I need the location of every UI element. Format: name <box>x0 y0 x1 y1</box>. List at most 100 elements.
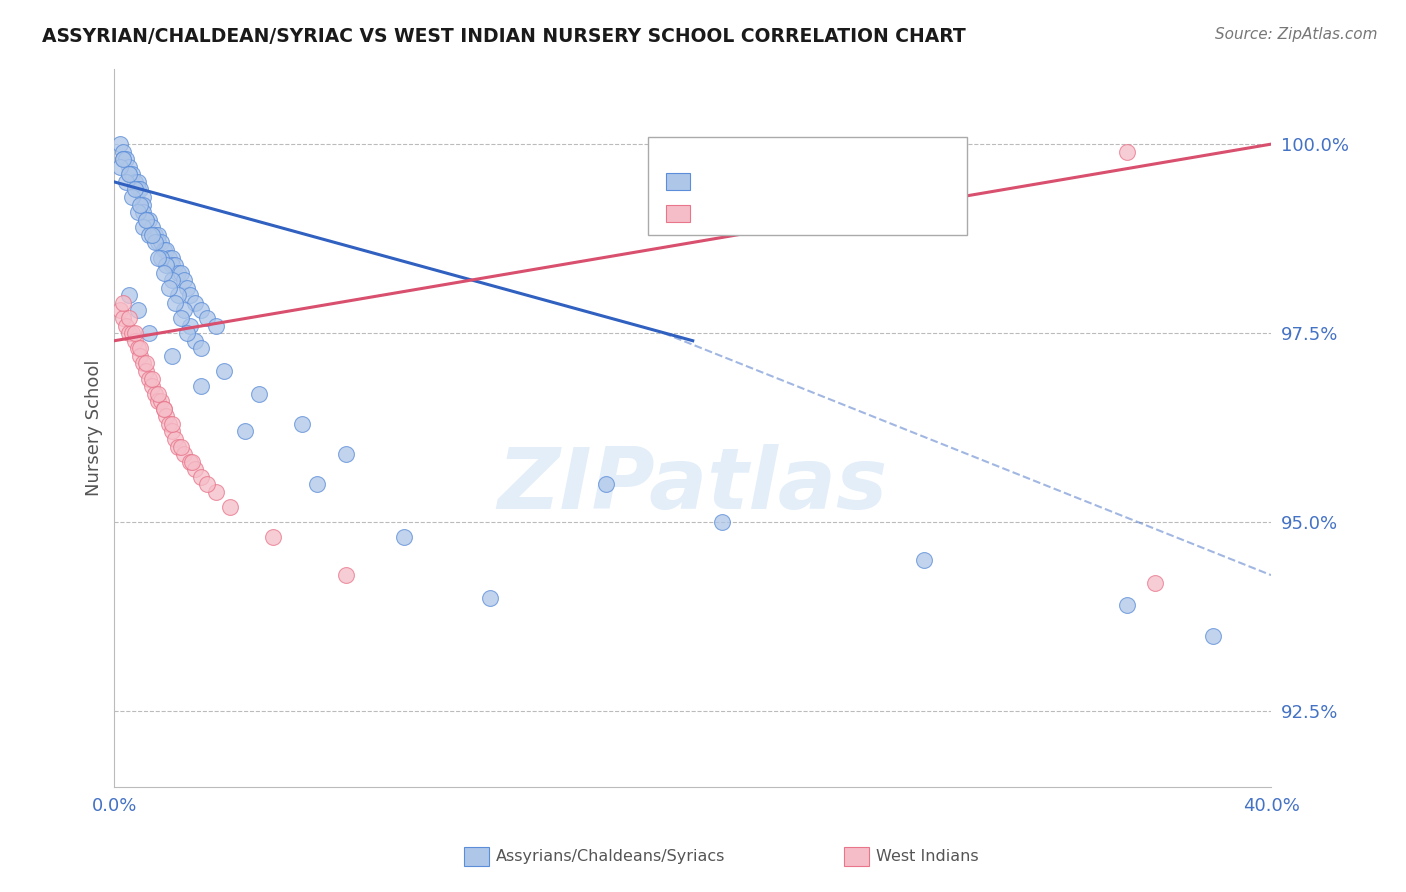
Point <box>149 235 172 250</box>
Point <box>1202 629 1225 643</box>
Point <box>184 462 207 476</box>
Point <box>108 137 131 152</box>
Point <box>167 266 190 280</box>
Point <box>190 303 212 318</box>
Point <box>138 371 160 385</box>
Point <box>112 311 135 326</box>
Point <box>291 417 314 431</box>
Point <box>335 447 357 461</box>
Point <box>162 273 184 287</box>
Point <box>118 288 141 302</box>
Y-axis label: Nursery School: Nursery School <box>86 359 103 496</box>
Point <box>115 175 138 189</box>
Point <box>129 182 152 196</box>
Point <box>305 477 328 491</box>
Point <box>132 356 155 370</box>
Point <box>121 190 143 204</box>
Point <box>143 235 166 250</box>
Point <box>146 394 169 409</box>
Point <box>127 205 149 219</box>
Point <box>115 318 138 333</box>
Point <box>176 281 198 295</box>
Point <box>141 227 163 242</box>
Point <box>127 303 149 318</box>
Point <box>135 364 157 378</box>
Point <box>162 417 184 431</box>
Point <box>112 153 135 167</box>
Point <box>143 386 166 401</box>
Point <box>124 175 146 189</box>
Point <box>335 568 357 582</box>
Point <box>132 197 155 211</box>
Point <box>146 235 169 250</box>
Text: 44: 44 <box>794 204 818 222</box>
Text: West Indians: West Indians <box>876 849 979 863</box>
Text: R =  0.312: R = 0.312 <box>696 204 789 222</box>
Point <box>141 379 163 393</box>
Point <box>179 455 201 469</box>
Point <box>124 182 146 196</box>
Point <box>141 371 163 385</box>
Point <box>129 349 152 363</box>
Point <box>146 386 169 401</box>
Point <box>170 311 193 326</box>
Point <box>195 477 218 491</box>
Point <box>190 379 212 393</box>
Point <box>162 425 184 439</box>
Point <box>132 205 155 219</box>
Point <box>204 318 226 333</box>
Point <box>149 394 172 409</box>
Point <box>141 220 163 235</box>
Point <box>135 356 157 370</box>
Point <box>152 401 174 416</box>
Point <box>112 296 135 310</box>
Point <box>127 341 149 355</box>
Text: ASSYRIAN/CHALDEAN/SYRIAC VS WEST INDIAN NURSERY SCHOOL CORRELATION CHART: ASSYRIAN/CHALDEAN/SYRIAC VS WEST INDIAN … <box>42 27 966 45</box>
Point <box>173 447 195 461</box>
Point <box>127 182 149 196</box>
Point <box>682 175 704 189</box>
Point <box>138 212 160 227</box>
Point <box>912 553 935 567</box>
Point <box>214 364 236 378</box>
Point <box>157 281 180 295</box>
Point <box>124 326 146 341</box>
Point <box>135 212 157 227</box>
Point <box>176 326 198 341</box>
Point <box>173 303 195 318</box>
Point <box>181 455 204 469</box>
Point <box>115 153 138 167</box>
Point <box>138 326 160 341</box>
Point <box>118 311 141 326</box>
Point <box>262 530 284 544</box>
Point <box>155 243 177 257</box>
Point <box>121 167 143 181</box>
Point <box>155 409 177 424</box>
Point <box>190 470 212 484</box>
Point <box>184 296 207 310</box>
Point <box>219 500 242 514</box>
Point <box>165 432 187 446</box>
Point <box>1144 575 1167 590</box>
Point <box>247 386 270 401</box>
Point <box>157 417 180 431</box>
Point <box>152 243 174 257</box>
Point <box>112 153 135 167</box>
Point <box>1115 599 1137 613</box>
Point <box>118 160 141 174</box>
Point <box>710 515 733 529</box>
Point <box>184 334 207 348</box>
Text: N =: N = <box>776 204 815 222</box>
Text: Source: ZipAtlas.com: Source: ZipAtlas.com <box>1215 27 1378 42</box>
Point <box>124 334 146 348</box>
Point <box>179 288 201 302</box>
Point <box>167 288 190 302</box>
Point <box>165 258 187 272</box>
Point <box>129 197 152 211</box>
Point <box>233 425 256 439</box>
Point <box>118 167 141 181</box>
Point <box>129 341 152 355</box>
Point <box>118 326 141 341</box>
Point <box>149 251 172 265</box>
Text: N =: N = <box>776 172 815 190</box>
